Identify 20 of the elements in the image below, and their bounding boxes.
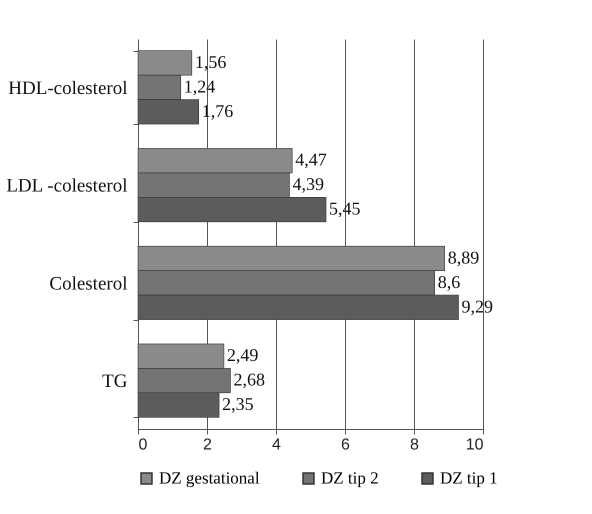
y-tick-label: HDL-colesterol <box>8 78 128 99</box>
data-label: 8,6 <box>438 272 460 292</box>
data-label: 2,49 <box>226 345 258 366</box>
data-label: 8,89 <box>448 247 480 268</box>
x-tick-label: 2 <box>203 436 212 454</box>
y-tick-label: TG <box>102 371 128 392</box>
y-tick-label: LDL -colesterol <box>6 176 128 197</box>
legend-label: DZ tip 1 <box>440 468 498 488</box>
x-tick-label: 0 <box>138 436 148 454</box>
data-label: 4,39 <box>292 174 324 194</box>
x-tick-label: 4 <box>272 436 282 454</box>
data-label: 2,35 <box>222 394 254 414</box>
y-tick-label: Colesterol <box>49 273 128 294</box>
legend-label: DZ gestational <box>159 468 260 488</box>
legend-label: DZ tip 2 <box>321 468 379 488</box>
x-tick-label: 6 <box>341 436 350 454</box>
data-label: 4,47 <box>295 150 327 170</box>
x-tick-label: 10 <box>466 436 484 454</box>
x-tick-label: 8 <box>410 436 420 454</box>
data-label: 2,68 <box>233 370 265 390</box>
